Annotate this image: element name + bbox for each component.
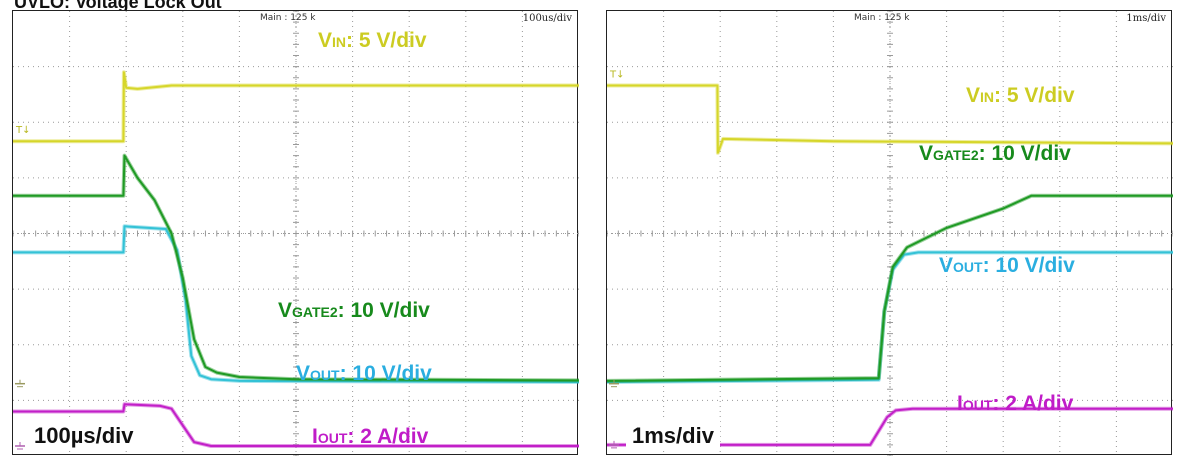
label-iout-left: IOUT: 2 A/div bbox=[312, 426, 428, 447]
oscilloscope-left: T↓ Main : 125 k 100us/div VIN: 5 V/div V… bbox=[12, 10, 579, 456]
label-vgate-rest: : 10 V/div bbox=[337, 299, 430, 322]
label-vgate-right: VGATE2: 10 V/div bbox=[919, 143, 1071, 164]
label-vgate-left: VGATE2: 10 V/div bbox=[278, 300, 430, 321]
oscilloscope-right: T↓ Main : 125 k 1ms/div VIN: 5 V/div VGA… bbox=[606, 10, 1173, 456]
label-vin-main: V bbox=[966, 84, 981, 107]
trace-vgate bbox=[607, 194, 1173, 382]
label-vin-main: V bbox=[318, 29, 333, 52]
label-vout-main: V bbox=[296, 362, 311, 385]
scope-plot-right: T↓ bbox=[607, 11, 1173, 456]
label-vin-sub: IN bbox=[332, 34, 347, 50]
label-vin-rest: : 5 V/div bbox=[994, 84, 1075, 107]
label-vout-sub: OUT bbox=[310, 367, 340, 383]
label-vout-rest: : 10 V/div bbox=[982, 254, 1075, 277]
scope-header-right: Main : 125 k bbox=[854, 13, 910, 23]
trace-vgate bbox=[13, 154, 579, 382]
scope-plot-left: T↓ bbox=[13, 11, 579, 456]
label-iout-main: I bbox=[312, 425, 318, 448]
scope-screen-right: T↓ bbox=[606, 10, 1173, 456]
label-vout-left: VOUT: 10 V/div bbox=[296, 363, 432, 384]
label-vin-rest: : 5 V/div bbox=[346, 29, 427, 52]
label-iout-rest: : 2 A/div bbox=[347, 425, 429, 448]
label-vin-right: VIN: 5 V/div bbox=[966, 85, 1075, 106]
scope-header-left: Main : 125 k bbox=[260, 13, 316, 23]
label-vout-rest: : 10 V/div bbox=[339, 362, 432, 385]
trace-vin bbox=[13, 71, 579, 143]
label-vgate-sub: GATE2 bbox=[933, 147, 979, 163]
trace-iout bbox=[607, 407, 1173, 446]
label-iout-right: IOUT: 2 A/div bbox=[957, 393, 1073, 414]
timebase-label-left: 100µs/div bbox=[28, 421, 140, 451]
label-vout-right: VOUT: 10 V/div bbox=[939, 255, 1075, 276]
timebase-label-right: 1ms/div bbox=[626, 421, 720, 451]
label-iout-main: I bbox=[957, 392, 963, 415]
label-vout-sub: OUT bbox=[953, 259, 983, 275]
label-vgate-rest: : 10 V/div bbox=[978, 142, 1071, 165]
page-title: UVLO: Voltage Lock Out bbox=[14, 0, 222, 12]
label-iout-sub: OUT bbox=[962, 397, 993, 413]
label-iout-rest: : 2 A/div bbox=[992, 392, 1074, 415]
trace-vin bbox=[607, 84, 1173, 154]
trace-vout bbox=[13, 225, 579, 383]
label-vin-sub: IN bbox=[980, 89, 995, 105]
trigger-level-marker: T↓ bbox=[15, 125, 31, 136]
label-vgate-main: V bbox=[278, 299, 293, 322]
label-vout-main: V bbox=[939, 254, 954, 277]
trace-iout bbox=[13, 403, 579, 447]
timebase-readout-right: 1ms/div bbox=[1126, 13, 1166, 24]
label-vgate-sub: GATE2 bbox=[292, 304, 338, 320]
label-vin-left: VIN: 5 V/div bbox=[318, 30, 427, 51]
trigger-level-marker: T↓ bbox=[609, 70, 625, 81]
label-vgate-main: V bbox=[919, 142, 934, 165]
timebase-readout-left: 100us/div bbox=[522, 13, 572, 24]
scope-screen-left: T↓ bbox=[12, 10, 579, 456]
label-iout-sub: OUT bbox=[317, 430, 348, 446]
